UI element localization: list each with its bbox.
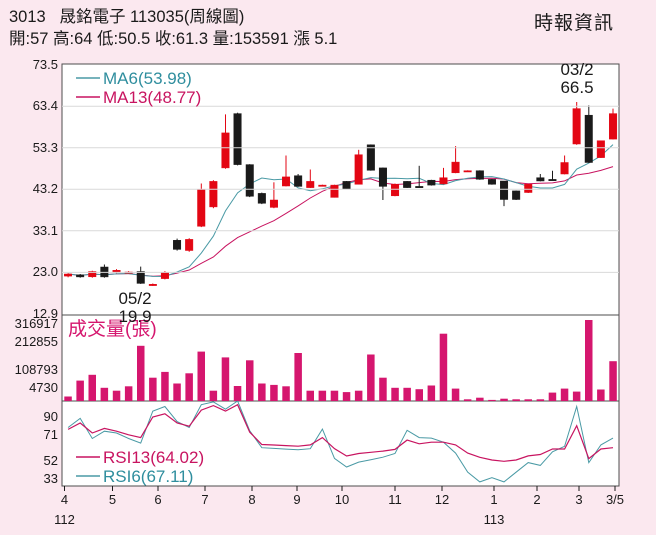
svg-text:19.9: 19.9	[118, 307, 151, 326]
svg-text:66.5: 66.5	[560, 78, 593, 97]
svg-text:71: 71	[44, 427, 58, 442]
svg-text:112: 112	[54, 512, 75, 527]
svg-text:108793: 108793	[15, 362, 58, 377]
svg-text:MA6(53.98): MA6(53.98)	[103, 69, 192, 88]
svg-text:33: 33	[44, 471, 58, 486]
svg-text:MA13(48.77): MA13(48.77)	[103, 88, 201, 107]
svg-text:63.4: 63.4	[33, 98, 58, 113]
svg-text:52: 52	[44, 453, 58, 468]
svg-text:3/5: 3/5	[606, 492, 624, 507]
svg-text:RSI6(67.11): RSI6(67.11)	[103, 467, 193, 486]
svg-text:RSI13(64.02): RSI13(64.02)	[103, 448, 204, 467]
svg-text:05/2: 05/2	[118, 289, 151, 308]
svg-text:4730: 4730	[29, 380, 58, 395]
svg-text:10: 10	[335, 492, 349, 507]
svg-text:43.2: 43.2	[33, 181, 58, 196]
svg-text:33.1: 33.1	[33, 223, 58, 238]
svg-text:90: 90	[44, 409, 58, 424]
svg-text:7: 7	[201, 492, 208, 507]
svg-text:23.0: 23.0	[33, 264, 58, 279]
svg-text:3: 3	[575, 492, 582, 507]
svg-text:1: 1	[490, 492, 497, 507]
svg-text:4: 4	[61, 492, 68, 507]
svg-text:212855: 212855	[15, 334, 58, 349]
svg-text:6: 6	[154, 492, 161, 507]
svg-text:316917: 316917	[15, 316, 58, 331]
svg-text:12: 12	[435, 492, 449, 507]
svg-text:73.5: 73.5	[33, 57, 58, 72]
svg-text:53.3: 53.3	[33, 140, 58, 155]
svg-text:11: 11	[388, 492, 402, 507]
svg-text:113: 113	[484, 512, 505, 527]
svg-text:9: 9	[293, 492, 300, 507]
svg-text:2: 2	[533, 492, 540, 507]
svg-text:8: 8	[248, 492, 255, 507]
svg-text:5: 5	[109, 492, 116, 507]
svg-text:03/2: 03/2	[560, 60, 593, 79]
